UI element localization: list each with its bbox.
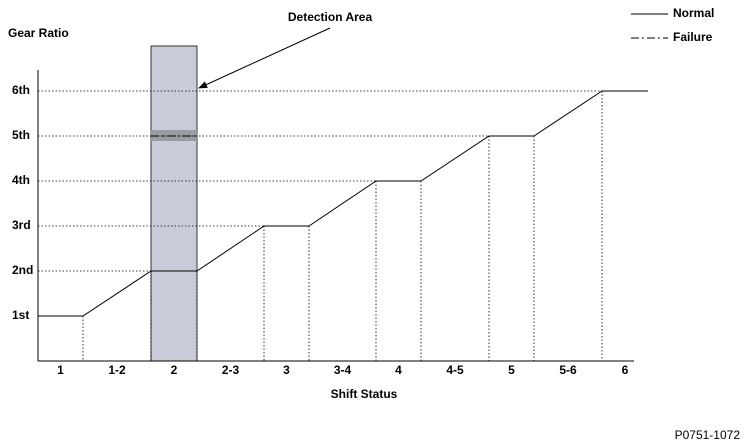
annotation-arrow [198, 27, 331, 89]
boundary-lines [82, 91, 603, 361]
legend-label: Normal [673, 6, 714, 20]
legend-label: Failure [673, 30, 713, 44]
x-tick-label: 1 [57, 363, 64, 377]
x-tick-label: 2 [171, 363, 178, 377]
y-tick-label: 5th [12, 128, 30, 142]
x-axis-label: Shift Status [331, 387, 398, 401]
annotation: Detection Area [288, 10, 373, 24]
x-tick-label: 5 [508, 363, 515, 377]
y-tick-label: 4th [12, 173, 30, 187]
x-tick-label: 1-2 [108, 363, 126, 377]
y-axis-label: Gear Ratio [8, 26, 69, 40]
normal-line [38, 90, 648, 317]
detection-area [150, 45, 198, 362]
y-tick-label: 2nd [12, 263, 33, 277]
level-lines [38, 90, 602, 272]
x-tick-label: 5-6 [559, 363, 577, 377]
x-tick-label: 6 [622, 363, 629, 377]
x-tick-label: 3-4 [334, 363, 352, 377]
x-tick-label: 4-5 [446, 363, 464, 377]
x-tick-label: 2-3 [222, 363, 240, 377]
x-tick-label: 4 [395, 363, 402, 377]
y-tick-label: 1st [12, 308, 29, 322]
y-tick-label: 3rd [12, 218, 31, 232]
y-tick-label: 6th [12, 83, 30, 97]
x-tick-label: 3 [283, 363, 290, 377]
figure-id: P0751-1072 [675, 428, 741, 442]
